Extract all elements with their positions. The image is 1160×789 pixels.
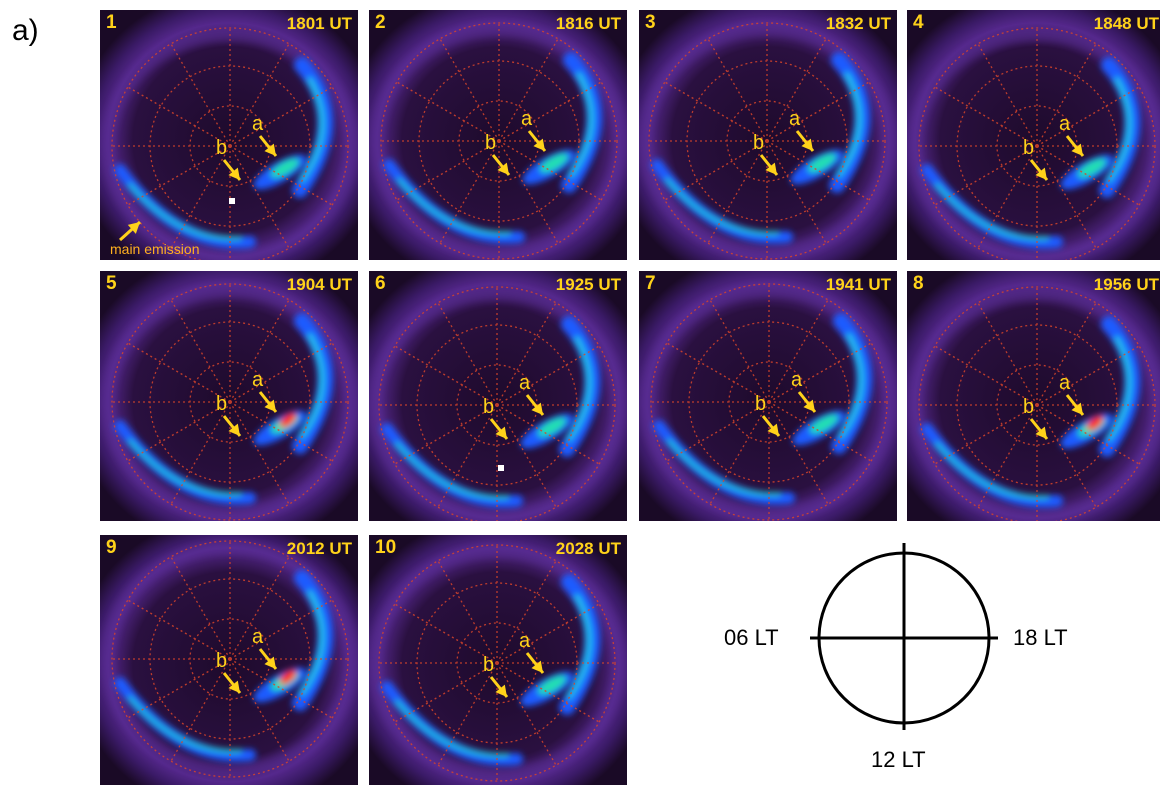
aurora-image-panel: a b 5 1904 UT <box>100 271 358 521</box>
panel-number: 2 <box>375 12 386 33</box>
aurora-image-panel: a b 4 1848 UT <box>907 10 1160 260</box>
panel-time: 1801 UT <box>286 14 352 33</box>
aurora-image: ab <box>100 271 358 521</box>
aurora-image: ab <box>639 271 897 521</box>
feature-b-label: b <box>216 393 227 415</box>
panel-number: 6 <box>375 273 386 294</box>
panel-time: 1956 UT <box>1093 275 1159 294</box>
feature-a-label: a <box>1059 372 1071 394</box>
feature-b-label: b <box>755 393 766 415</box>
aurora-image-panel: a b 3 1832 UT <box>639 10 897 260</box>
panel-number: 1 <box>106 12 117 33</box>
aurora-image: ab <box>639 10 897 260</box>
aurora-image: ab <box>369 10 627 260</box>
panel-number: 10 <box>375 537 397 558</box>
feature-b-label: b <box>485 132 496 154</box>
panel-number: 7 <box>645 273 656 294</box>
aurora-image: ab <box>907 10 1160 260</box>
panel-time: 1904 UT <box>286 275 352 294</box>
feature-a-label: a <box>791 369 803 391</box>
aurora-image-panel: a b main emission 1 1801 UT <box>100 10 358 260</box>
figure-label: a) <box>12 14 39 47</box>
feature-b-label: b <box>753 132 764 154</box>
aurora-image-panel: a b 7 1941 UT <box>639 271 897 521</box>
legend-left-label: 06 LT <box>724 625 779 650</box>
local-time-legend: 06 LT 18 LT 12 LT <box>690 535 1160 784</box>
panel-number: 4 <box>913 12 924 33</box>
panel-time: 1941 UT <box>825 275 891 294</box>
feature-a-label: a <box>519 630 531 652</box>
feature-a-label: a <box>519 372 531 394</box>
feature-b-label: b <box>216 137 227 159</box>
panel-time: 1832 UT <box>825 14 891 33</box>
panel-time: 1816 UT <box>555 14 621 33</box>
aurora-image: ab <box>907 271 1160 521</box>
panel-time: 2028 UT <box>555 539 621 558</box>
aurora-image-panel: a b 8 1956 UT <box>907 271 1160 521</box>
aurora-image-panel: a b 2 1816 UT <box>369 10 627 260</box>
feature-b-label: b <box>483 396 494 418</box>
panel-number: 5 <box>106 273 117 294</box>
legend-right-label: 18 LT <box>1013 625 1068 650</box>
feature-a-label: a <box>252 113 264 135</box>
panel-number: 9 <box>106 537 117 558</box>
main-emission-label: main emission <box>110 241 199 257</box>
feature-b-label: b <box>483 654 494 676</box>
aurora-image: ab <box>369 271 627 521</box>
feature-a-label: a <box>252 626 264 648</box>
feature-a-label: a <box>252 369 264 391</box>
aurora-image-panel: a b 10 2028 UT <box>369 535 627 785</box>
feature-b-label: b <box>1023 137 1034 159</box>
aurora-image-panel: a b 6 1925 UT <box>369 271 627 521</box>
feature-a-label: a <box>1059 113 1071 135</box>
panel-time: 1848 UT <box>1093 14 1159 33</box>
local-time-dial <box>810 543 998 730</box>
panel-time: 2012 UT <box>286 539 352 558</box>
panel-time: 1925 UT <box>555 275 621 294</box>
aurora-image-panel: a b 9 2012 UT <box>100 535 358 785</box>
panel-number: 8 <box>913 273 924 294</box>
panel-number: 3 <box>645 12 656 33</box>
feature-b-label: b <box>1023 396 1034 418</box>
feature-a-label: a <box>789 108 801 130</box>
aurora-image: ab <box>100 535 358 785</box>
aurora-image: a b main emission <box>100 10 358 260</box>
feature-b-label: b <box>216 650 227 672</box>
aurora-image: ab <box>369 535 627 785</box>
feature-a-label: a <box>521 108 533 130</box>
legend-bottom-label: 12 LT <box>871 747 926 772</box>
